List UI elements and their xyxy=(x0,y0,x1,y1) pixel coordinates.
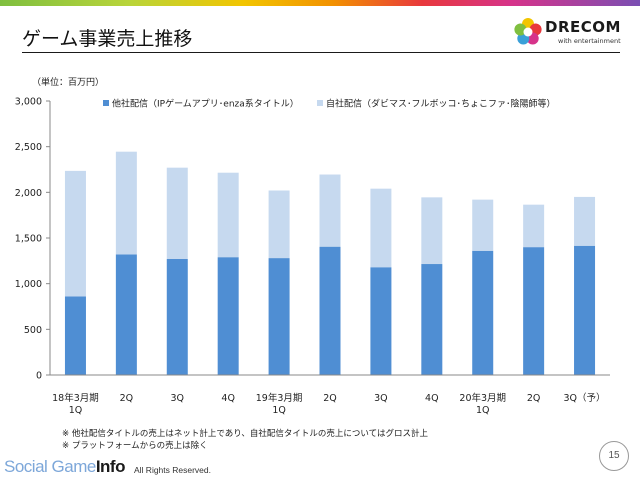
brand-logo: DRECOM with entertainment xyxy=(513,17,623,49)
legend-label: 自社配信（ダビマス･フルボッコ･ちょこファ･陰陽師等） xyxy=(326,98,556,110)
bar-series-1 xyxy=(472,250,494,375)
title-divider xyxy=(22,52,620,53)
y-tick-label: 1,500 xyxy=(15,234,42,245)
y-tick-label: 1,000 xyxy=(15,279,42,290)
y-axis: 3,000 2,500 2,000 1,500 1,000 500 0 xyxy=(15,97,51,382)
bar-series-2 xyxy=(166,167,188,260)
page-number: 15 xyxy=(599,441,629,471)
watermark: Social GameInfo xyxy=(4,457,125,477)
legend-swatch xyxy=(317,100,323,106)
unit-label: （単位：百万円） xyxy=(32,78,105,88)
bar-series-1 xyxy=(319,246,341,375)
x-tick-label: 3Q xyxy=(171,393,185,404)
x-tick-label: 2Q xyxy=(120,393,134,404)
y-tick-label: 2,500 xyxy=(15,142,42,153)
bar-series-2 xyxy=(574,196,596,246)
y-tick-label: 3,000 xyxy=(15,97,42,108)
copyright: All Rights Reserved. xyxy=(134,465,212,475)
bar-series-1 xyxy=(166,259,188,375)
x-tick-label: 18年3月期 1Q xyxy=(52,392,99,416)
y-tick-label: 0 xyxy=(36,371,42,382)
legend-label: 他社配信（IPゲームアプリ･enza系タイトル） xyxy=(112,98,299,110)
x-tick-label: 20年3月期 1Q xyxy=(459,392,506,416)
watermark-text-strong: Info xyxy=(95,457,126,476)
slide-title: ゲーム事業売上推移 xyxy=(22,28,193,50)
bar-series-2 xyxy=(421,197,443,265)
bar-series-2 xyxy=(268,190,290,259)
bars xyxy=(64,151,596,375)
x-tick-label: 2Q xyxy=(527,393,541,404)
x-tick-label: 3Q（予） xyxy=(564,392,606,404)
x-tick-label: 4Q xyxy=(425,393,439,404)
legend-swatch xyxy=(103,100,109,106)
brand-name: DRECOM xyxy=(545,18,621,36)
x-tick-label: 19年3月期 1Q xyxy=(256,392,303,416)
bar-series-1 xyxy=(217,257,239,375)
bar-series-2 xyxy=(115,151,137,255)
x-axis: 18年3月期 1Q 2Q 3Q 4Q 19年3月期 1Q 2Q 3Q 4Q 20年3月期 1Q 2Q 3Q… xyxy=(50,374,610,416)
top-color-bar xyxy=(0,0,640,6)
bar-series-1 xyxy=(523,247,545,375)
bar-series-2 xyxy=(523,204,545,248)
bar-series-2 xyxy=(370,188,392,268)
bar-series-2 xyxy=(217,172,239,258)
footnotes: ※ 他社配信タイトルの売上はネット計上であり、自社配信タイトルの売上についてはグ… xyxy=(62,428,428,452)
bar-series-1 xyxy=(421,264,443,375)
legend: 他社配信（IPゲームアプリ･enza系タイトル） 自社配信（ダビマス･フルボッコ･… xyxy=(103,98,556,110)
x-tick-label: 3Q xyxy=(374,393,388,404)
bar-series-2 xyxy=(64,170,86,297)
bar-series-1 xyxy=(64,296,86,375)
bar-series-1 xyxy=(370,267,392,375)
footnote: ※ プラットフォームからの売上は除く xyxy=(62,441,208,451)
brand-tagline: with entertainment xyxy=(558,37,621,45)
bar-series-2 xyxy=(472,199,494,251)
flower-logo-icon xyxy=(514,18,542,45)
watermark-text: Social Game xyxy=(4,457,96,476)
y-tick-label: 2,000 xyxy=(15,188,42,199)
footnote: ※ 他社配信タイトルの売上はネット計上であり、自社配信タイトルの売上についてはグ… xyxy=(62,429,428,439)
bar-series-2 xyxy=(319,174,341,247)
y-tick-label: 500 xyxy=(24,325,42,336)
x-tick-label: 4Q xyxy=(221,393,235,404)
bar-series-1 xyxy=(115,254,137,375)
bar-series-1 xyxy=(268,258,290,375)
bar-series-1 xyxy=(574,245,596,375)
x-tick-label: 2Q xyxy=(323,393,337,404)
